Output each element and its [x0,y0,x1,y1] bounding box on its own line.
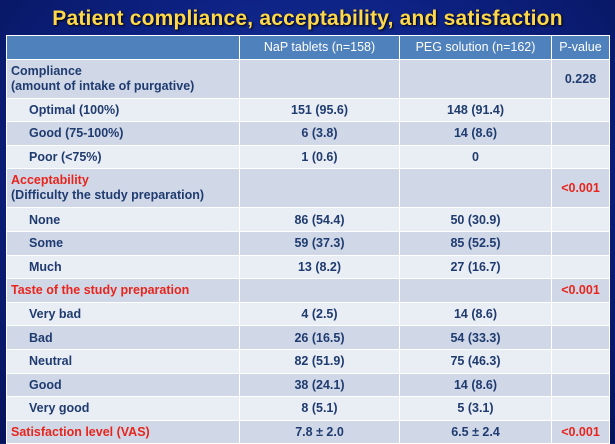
peg-value: 75 (46.3) [399,348,552,374]
table-row: Bad 26 (16.5) 54 (33.3) [6,325,610,350]
row-label: Neutral [6,348,240,374]
row-label: Good [6,372,240,398]
compliance-label: Compliance [11,63,82,78]
nap-value: 38 (24.1) [239,372,400,398]
nap-value: 6 (3.8) [239,121,400,146]
table-row: Good 38 (24.1) 14 (8.6) [6,372,610,398]
nap-value: 82 (51.9) [239,348,400,374]
table-row: Poor (<75%) 1 (0.6) 0 [6,144,610,170]
empty-cell [551,348,610,374]
header-blank [6,35,240,60]
peg-value: 6.5 ± 2.4 [399,419,552,444]
empty-cell [551,121,610,146]
row-label: Some [6,230,240,256]
peg-value: 27 (16.7) [399,254,552,280]
table-row: Much 13 (8.2) 27 (16.7) [6,254,610,280]
empty-cell [551,301,610,327]
peg-value: 0 [399,144,552,170]
satisfaction-pvalue: <0.001 [551,419,610,444]
empty-cell [551,97,610,123]
row-label: Optimal (100%) [6,97,240,123]
satisfaction-label: Satisfaction level (VAS) [6,419,240,444]
empty-cell [551,144,610,170]
empty-cell [551,372,610,398]
empty-cell [551,207,610,232]
table-row: Some 59 (37.3) 85 (52.5) [6,230,610,256]
header-peg: PEG solution (n=162) [399,35,552,60]
results-table: NaP tablets (n=158) PEG solution (n=162)… [6,35,610,444]
table-row: Neutral 82 (51.9) 75 (46.3) [6,348,610,374]
slide-title: Patient compliance, acceptability, and s… [52,7,563,30]
empty-cell [551,230,610,256]
table-row: Very bad 4 (2.5) 14 (8.6) [6,301,610,327]
nap-value: 86 (54.4) [239,207,400,232]
peg-value: 14 (8.6) [399,372,552,398]
nap-value: 151 (95.6) [239,97,400,123]
section-row-taste: Taste of the study preparation <0.001 [6,278,610,303]
peg-value: 54 (33.3) [399,325,552,350]
nap-value: 7.8 ± 2.0 [239,419,400,444]
empty-cell [551,396,610,421]
table-row: Good (75-100%) 6 (3.8) 14 (8.6) [6,121,610,146]
empty-cell [239,278,400,303]
acceptability-label: Acceptability [11,173,89,188]
empty-cell [551,254,610,280]
empty-cell [399,168,552,209]
section-row-compliance: Compliance (amount of intake of purgative… [6,58,610,99]
row-label: Bad [6,325,240,350]
header-nap: NaP tablets (n=158) [239,35,400,60]
taste-label: Taste of the study preparation [6,278,240,303]
section-label-acceptability: Acceptability (Difficulty the study prepa… [6,168,240,209]
table-row: Very good 8 (5.1) 5 (3.1) [6,396,610,421]
header-row: NaP tablets (n=158) PEG solution (n=162)… [6,35,610,60]
peg-value: 14 (8.6) [399,121,552,146]
peg-value: 85 (52.5) [399,230,552,256]
row-label: Poor (<75%) [6,144,240,170]
empty-cell [399,278,552,303]
header-pvalue: P-value [551,35,610,60]
peg-value: 148 (91.4) [399,97,552,123]
row-label: Very good [6,396,240,421]
peg-value: 14 (8.6) [399,301,552,327]
empty-cell [551,325,610,350]
row-label: Much [6,254,240,280]
nap-value: 1 (0.6) [239,144,400,170]
nap-value: 59 (37.3) [239,230,400,256]
nap-value: 8 (5.1) [239,396,400,421]
peg-value: 5 (3.1) [399,396,552,421]
section-row-acceptability: Acceptability (Difficulty the study prepa… [6,168,610,209]
nap-value: 4 (2.5) [239,301,400,327]
empty-cell [239,58,400,99]
table-row: None 86 (54.4) 50 (30.9) [6,207,610,232]
row-label: None [6,207,240,232]
nap-value: 13 (8.2) [239,254,400,280]
taste-pvalue: <0.001 [551,278,610,303]
row-label: Very bad [6,301,240,327]
section-label-compliance: Compliance (amount of intake of purgative… [6,58,240,99]
peg-value: 50 (30.9) [399,207,552,232]
nap-value: 26 (16.5) [239,325,400,350]
section-row-satisfaction: Satisfaction level (VAS) 7.8 ± 2.0 6.5 ±… [6,419,610,444]
empty-cell [399,58,552,99]
compliance-pvalue: 0.228 [551,58,610,99]
table-row: Optimal (100%) 151 (95.6) 148 (91.4) [6,97,610,123]
acceptability-sublabel: (Difficulty the study preparation) [11,188,205,203]
row-label: Good (75-100%) [6,121,240,146]
acceptability-pvalue: <0.001 [551,168,610,209]
compliance-sublabel: (amount of intake of purgative) [11,78,195,93]
empty-cell [239,168,400,209]
